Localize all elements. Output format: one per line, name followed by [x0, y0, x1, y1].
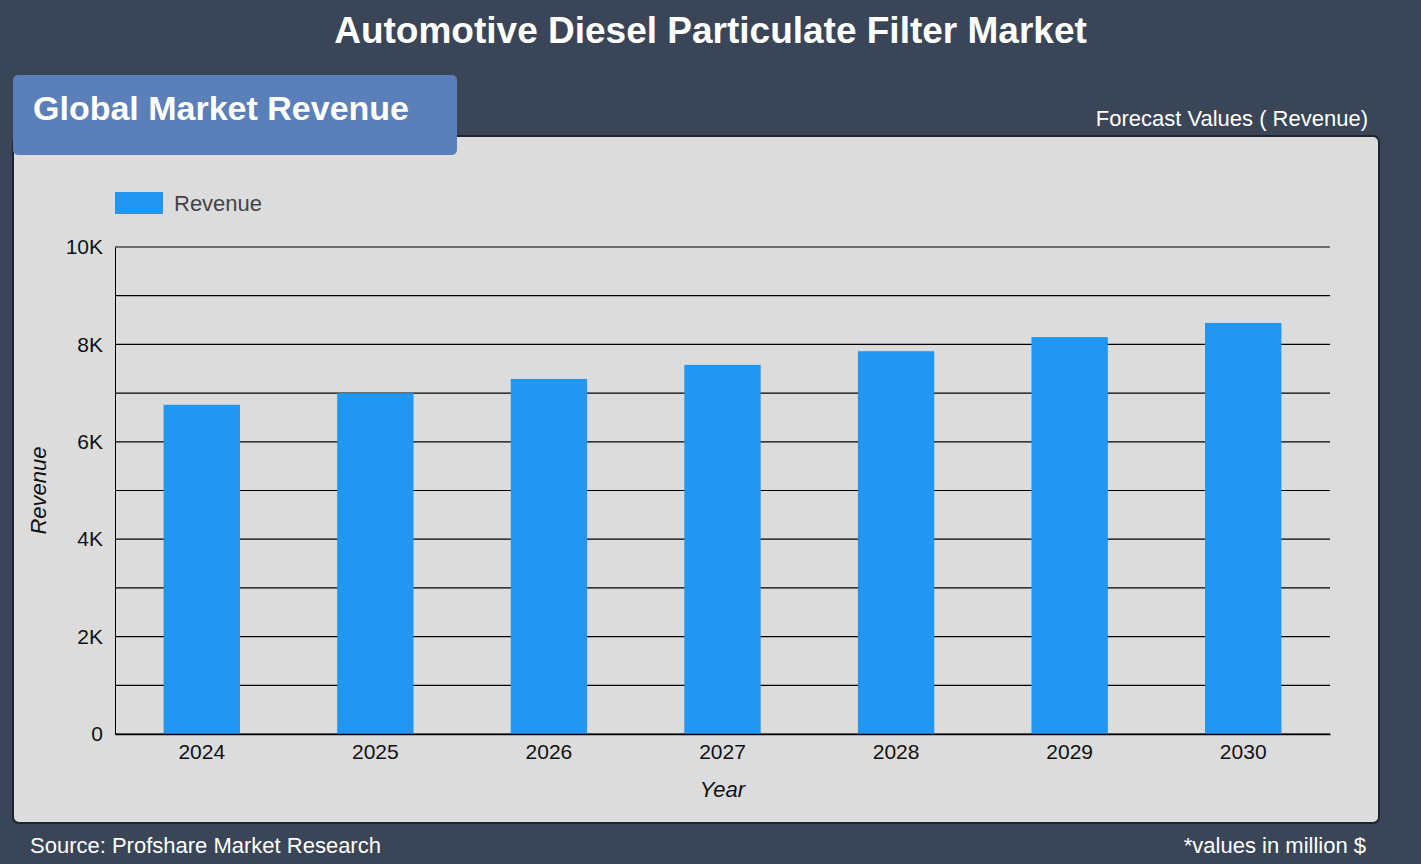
x-tick-label: 2026 — [526, 740, 573, 763]
chart: Automotive Diesel Particulate Filter Mar… — [0, 0, 1421, 864]
background — [0, 0, 1421, 864]
x-tick: 2024 — [178, 734, 225, 763]
bar — [164, 405, 240, 734]
y-tick: 0 — [91, 722, 115, 745]
x-tick: 2030 — [1220, 734, 1267, 763]
y-tick: 4K — [77, 527, 115, 550]
y-tick: 8K — [77, 333, 115, 356]
x-tick-label: 2027 — [699, 740, 746, 763]
legend-label: Revenue — [174, 191, 262, 216]
x-tick-label: 2024 — [178, 740, 225, 763]
y-tick: 10K — [66, 235, 115, 258]
legend: Revenue — [115, 191, 262, 216]
x-axis-line — [116, 734, 1331, 736]
subtitle-badge — [13, 75, 457, 155]
x-tick: 2029 — [1046, 734, 1093, 763]
y-tick-label: 0 — [91, 722, 103, 745]
y-tick-label: 2K — [77, 625, 103, 648]
bar — [511, 379, 587, 734]
panel — [13, 136, 1379, 823]
bar — [858, 351, 934, 734]
grid-line — [115, 246, 1330, 247]
y-tick: 6K — [77, 430, 115, 453]
y-axis-title: Revenue — [26, 446, 51, 534]
title: Automotive Diesel Particulate Filter Mar… — [334, 10, 1087, 51]
bars — [164, 323, 1282, 734]
bar — [684, 365, 760, 734]
x-tick-label: 2029 — [1046, 740, 1093, 763]
y-tick-label: 10K — [66, 235, 103, 258]
x-tick: 2027 — [699, 734, 746, 763]
x-axis: 2024 2025 2026 2027 2028 2029 2030 — [116, 734, 1331, 763]
bar — [1205, 323, 1281, 734]
y-tick-label: 8K — [77, 333, 103, 356]
x-tick-label: 2025 — [352, 740, 399, 763]
y-tick-label: 6K — [77, 430, 103, 453]
bar — [1031, 337, 1107, 734]
x-tick-label: 2028 — [873, 740, 920, 763]
x-tick: 2025 — [352, 734, 399, 763]
grid — [115, 247, 1330, 734]
x-tick-label: 2030 — [1220, 740, 1267, 763]
minor-grid-line — [115, 295, 1330, 296]
y-tick-label: 4K — [77, 527, 103, 550]
subtitle: Global Market Revenue — [33, 89, 409, 127]
x-axis-title: Year — [700, 777, 747, 802]
legend-swatch — [115, 192, 163, 214]
grid-line — [115, 344, 1330, 345]
x-tick: 2026 — [526, 734, 573, 763]
y-tick: 2K — [77, 625, 115, 648]
source: Source: Profshare Market Research — [30, 833, 381, 858]
bar — [337, 393, 413, 734]
annotation: Forecast Values ( Revenue) — [1096, 106, 1368, 131]
note: *values in million $ — [1184, 833, 1366, 858]
y-axis: 0 2K 4K 6K 8K 10K — [66, 235, 116, 745]
y-axis-line — [115, 248, 116, 735]
x-tick: 2028 — [873, 734, 920, 763]
